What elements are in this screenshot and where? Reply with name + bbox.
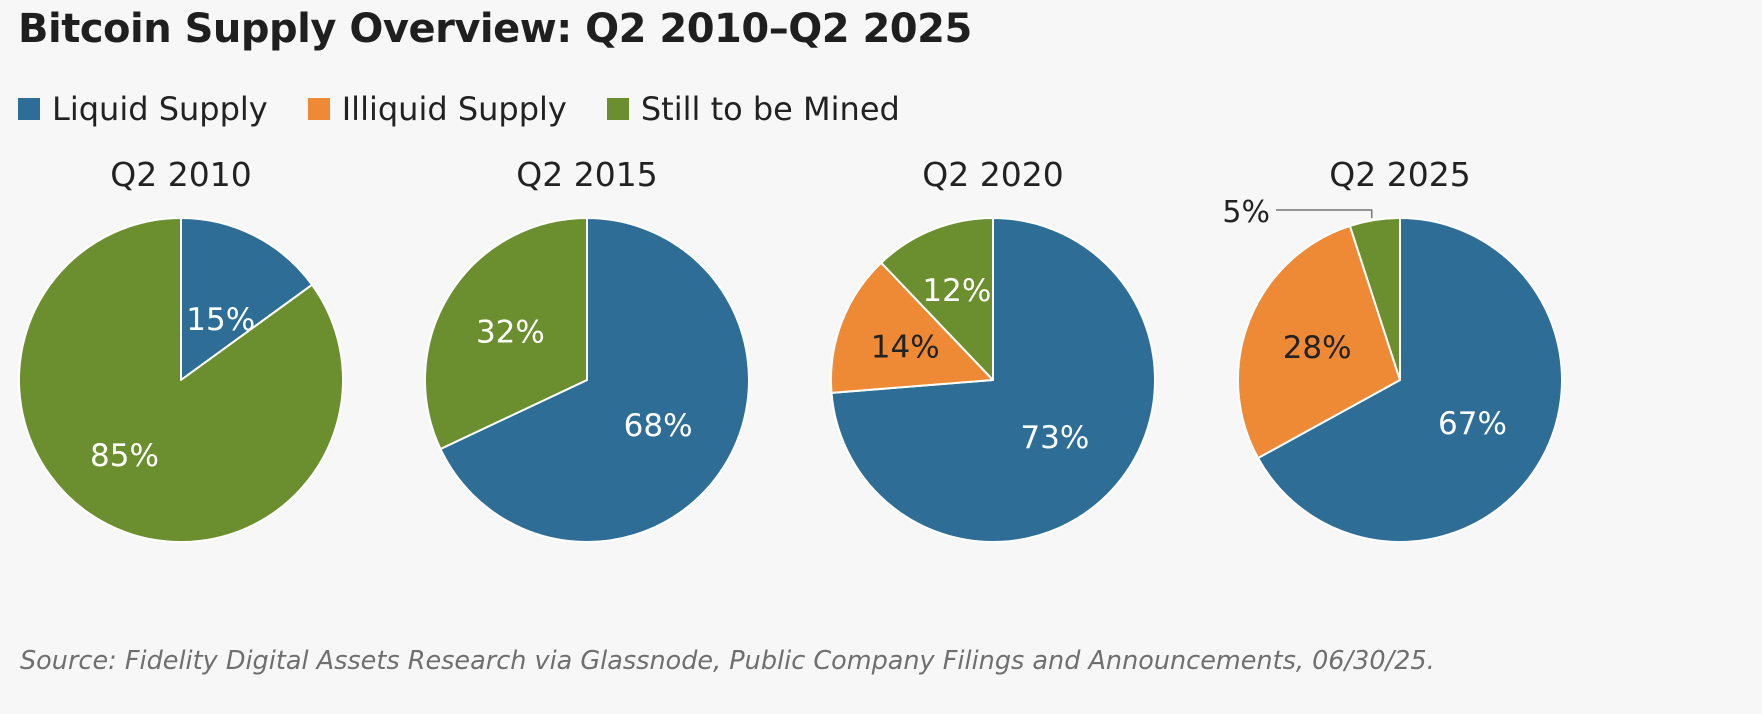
source-note: Source: Fidelity Digital Assets Research…	[20, 646, 1435, 676]
slice-label: 15%	[186, 302, 255, 338]
legend-item-mined: Still to be Mined	[606, 90, 900, 128]
chart-title: Bitcoin Supply Overview: Q2 2010–Q2 2025	[18, 6, 972, 52]
slice-label: 14%	[871, 329, 940, 365]
pie-slice	[1257, 217, 1563, 543]
legend-swatch-illiquid	[307, 98, 330, 120]
slice-label: 5%	[1222, 195, 1270, 230]
pie-title: Q2 2015	[516, 155, 657, 194]
pie-slice	[830, 261, 994, 394]
legend-item-illiquid: Illiquid Supply	[307, 90, 567, 128]
legend-item-liquid: Liquid Supply	[18, 90, 268, 128]
slice-label: 12%	[922, 273, 991, 309]
pie-title: Q2 2010	[110, 155, 251, 194]
slice-label: 32%	[476, 314, 545, 350]
pie-chart-1: Q2 2015 68% 32%	[424, 155, 750, 543]
legend-swatch-mined	[606, 98, 629, 120]
legend-label-illiquid: Illiquid Supply	[341, 90, 567, 128]
slice-label: 85%	[90, 438, 159, 474]
slice-label: 73%	[1020, 420, 1089, 456]
legend-label-liquid: Liquid Supply	[52, 90, 268, 128]
legend: Liquid Supply Illiquid Supply Still to b…	[18, 90, 940, 128]
legend-swatch-liquid	[18, 98, 40, 120]
pie-slice	[18, 217, 344, 543]
leader-line	[1276, 209, 1373, 219]
slice-label: 28%	[1283, 330, 1352, 366]
pie-slice	[439, 217, 750, 543]
pie-slice	[1348, 217, 1401, 381]
pie-slice	[424, 217, 588, 450]
pie-chart-0: Q2 2010 15% 85%	[18, 155, 344, 543]
slice-label: 67%	[1438, 406, 1507, 442]
pie-chart-3: Q2 2025 67% 28% 5%	[1222, 155, 1563, 543]
slice-label: 68%	[624, 408, 693, 444]
pie-slice	[1237, 224, 1401, 460]
pie-chart-2: Q2 2020 73% 14% 12%	[830, 155, 1156, 543]
pie-charts: Q2 2010 15% 85% Q2 2015 68% 32% Q2 2020 73% 14% 1…	[18, 155, 1563, 543]
pie-slice	[180, 217, 314, 381]
pie-title: Q2 2025	[1329, 155, 1470, 194]
pie-slice	[880, 217, 994, 381]
pie-title: Q2 2020	[922, 155, 1063, 194]
legend-label-mined: Still to be Mined	[640, 90, 900, 128]
